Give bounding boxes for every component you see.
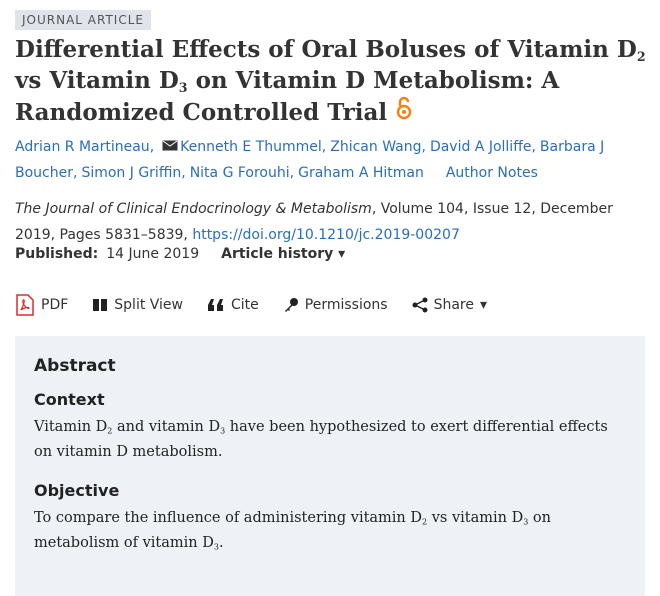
author-link[interactable]: Kenneth E Thummel [180, 139, 326, 155]
subscript: 3 [213, 542, 219, 552]
published-label: Published: [15, 246, 99, 262]
pdf-icon [16, 294, 34, 316]
text: and vitamin D [112, 419, 221, 435]
toolbar: PDF Split View Cite Permissions Share ▾ [15, 294, 487, 316]
label: Share [433, 297, 474, 313]
article-history[interactable]: Article history ▾ [221, 246, 346, 262]
quote-icon [208, 299, 223, 311]
journal: The Journal of Clinical Endocrinology & … [15, 201, 372, 217]
permissions-button[interactable]: Permissions [283, 297, 388, 313]
section-heading: Objective [34, 481, 120, 500]
label: Cite [231, 297, 259, 313]
author-link[interactable]: Simon J Griffin [81, 165, 185, 181]
abstract: Abstract Context Vitamin D2 and vitamin D… [15, 336, 645, 596]
subscript: 3 [220, 426, 226, 436]
article-type: JOURNAL ARTICLE [15, 10, 151, 30]
cite-button[interactable]: Cite [207, 297, 259, 313]
label: PDF [41, 297, 69, 313]
subscript: 2 [107, 426, 113, 436]
abstract-heading: Abstract [34, 356, 116, 376]
published-date: 14 June 2019 [106, 246, 200, 262]
open-access-icon [396, 96, 412, 120]
text: To compare the influence of administerin… [34, 510, 423, 526]
label: Permissions [304, 297, 388, 313]
email-icon [162, 140, 178, 151]
subscript: 2 [636, 48, 646, 64]
section-heading: Context [34, 390, 105, 409]
subscript: 3 [523, 517, 529, 527]
title-text: Differential Effects of Oral Boluses of … [15, 36, 637, 63]
citation: The Journal of Clinical Endocrinology & … [15, 196, 635, 248]
share-button[interactable]: Share ▾ [412, 297, 487, 313]
section-text: To compare the influence of administerin… [34, 506, 626, 556]
subscript: 3 [178, 79, 188, 95]
author-notes[interactable]: Author Notes [445, 165, 538, 181]
author-link[interactable]: Nita G Forouhi [190, 165, 294, 181]
subscript: 2 [422, 517, 428, 527]
author-link[interactable]: Graham A Hitman [298, 165, 424, 181]
title-text: vs Vitamin D [15, 67, 179, 94]
pdf-button[interactable]: PDF [15, 294, 68, 316]
authors: Adrian R Martineau Kenneth E ThummelZhica… [15, 134, 645, 186]
text: vs vitamin D [427, 510, 524, 526]
text: on metabolism of vitamin D [34, 510, 551, 551]
citation-details: , Volume 104, Issue 12, December 2019, P… [15, 201, 613, 243]
author-link[interactable]: Adrian R Martineau [15, 139, 154, 155]
share-icon [412, 297, 428, 313]
title: Differential Effects of Oral Boluses of … [15, 34, 655, 128]
title-text: on Vitamin D Metabolism: A Randomized Co… [15, 67, 560, 126]
text: Vitamin D [34, 419, 108, 435]
author-link[interactable]: Zhican Wang [330, 139, 426, 155]
published: Published: 14 June 2019 Article history ▾ [15, 246, 345, 262]
article-history-text: Article history [221, 246, 334, 262]
text: have been hypothesized to exert differen… [34, 419, 608, 460]
label: Split View [114, 297, 183, 313]
section-text: Vitamin D2 and vitamin D3 have been hypo… [34, 415, 626, 465]
split-view-button[interactable]: Split View [92, 297, 183, 313]
author-link[interactable]: David A Jolliffe [430, 139, 536, 155]
text: . [218, 535, 224, 551]
split-icon [93, 299, 108, 311]
doi-link[interactable]: https://doi.org/10.1210/jc.2019-00207 [192, 227, 460, 243]
key-icon [284, 298, 298, 312]
